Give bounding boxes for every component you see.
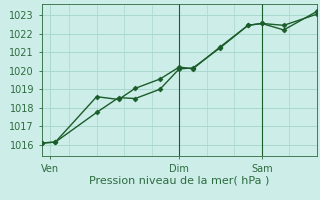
X-axis label: Pression niveau de la mer( hPa ): Pression niveau de la mer( hPa ) xyxy=(89,175,269,185)
